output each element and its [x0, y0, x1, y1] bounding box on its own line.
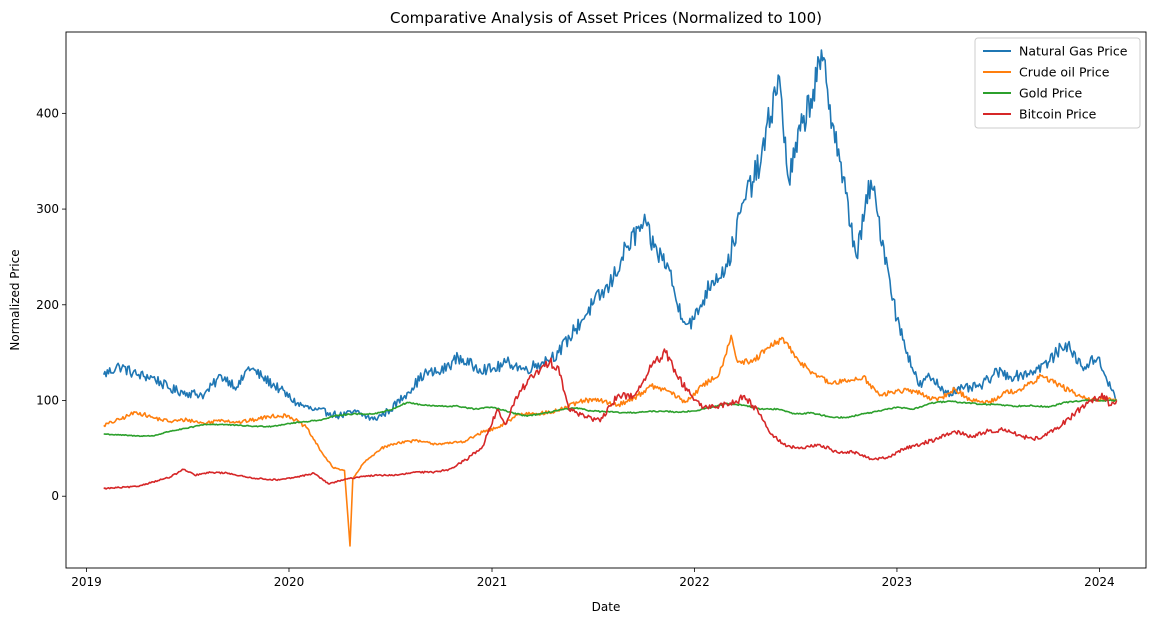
legend-box — [974, 37, 1141, 129]
x-axis-label: Date — [592, 600, 621, 614]
chart-title: Comparative Analysis of Asset Prices (No… — [390, 9, 822, 27]
y-axis-label: Normalized Price — [8, 249, 22, 350]
x-axis: 2019 2020 2021 2022 2023 2024 — [71, 568, 1115, 589]
x-tick-label: 2024 — [1084, 575, 1115, 589]
x-tick-label: 2022 — [679, 575, 710, 589]
x-tick-label: 2019 — [71, 575, 102, 589]
legend: Natural Gas Price Crude oil Price Gold Pri… — [974, 37, 1141, 129]
x-tick-label: 2021 — [477, 575, 508, 589]
legend-label-2: Gold Price — [1019, 86, 1083, 101]
x-tick-label: 2023 — [882, 575, 913, 589]
series-line-3 — [103, 348, 1118, 490]
legend-label-3: Bitcoin Price — [1019, 107, 1097, 122]
legend-label-0: Natural Gas Price — [1019, 44, 1128, 59]
y-tick-label: 0 — [51, 489, 59, 503]
x-tick-label: 2020 — [274, 575, 305, 589]
y-tick-label: 300 — [36, 202, 59, 216]
y-axis: 0 100 200 300 400 — [36, 106, 66, 503]
legend-label-1: Crude oil Price — [1019, 65, 1110, 80]
series-line-2 — [103, 399, 1117, 438]
y-tick-label: 200 — [36, 298, 59, 312]
y-tick-label: 400 — [36, 106, 59, 120]
y-tick-label: 100 — [36, 394, 59, 408]
plot-frame — [65, 31, 1147, 569]
series-layer — [102, 49, 1118, 547]
